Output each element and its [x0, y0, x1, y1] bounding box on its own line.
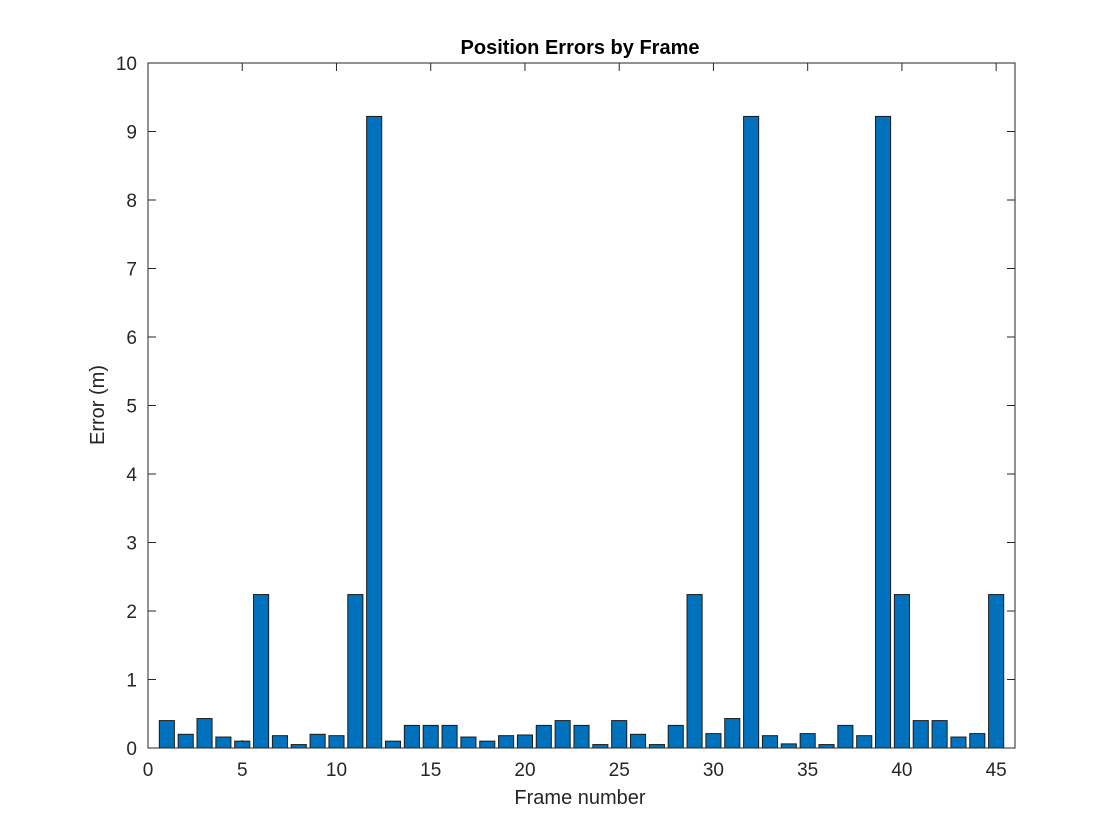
bar-frame-18 [479, 740, 496, 749]
bar-frame-39 [875, 115, 892, 749]
bar-frame-29 [686, 594, 703, 749]
bar-frame-41 [912, 720, 929, 749]
x-tick-label: 5 [237, 760, 248, 781]
x-tick-label: 30 [703, 760, 724, 781]
y-axis-label: Error (m) [87, 365, 109, 445]
y-tick-label: 8 [126, 191, 137, 212]
bar-frame-22 [554, 720, 571, 749]
bar-frame-23 [573, 724, 590, 749]
bar-frame-17 [460, 736, 477, 749]
bar-frame-38 [856, 735, 873, 749]
bar-frame-10 [328, 735, 345, 749]
bar-frame-45 [988, 594, 1005, 749]
bar-frame-8 [290, 744, 307, 749]
bar-frame-32 [743, 115, 760, 749]
bar-frame-2 [177, 733, 194, 749]
x-tick-label: 40 [891, 760, 912, 781]
bar-frame-24 [592, 744, 609, 749]
y-tick-label: 0 [126, 739, 137, 760]
bar-frame-25 [611, 720, 628, 749]
bars-group [158, 115, 1005, 749]
bar-frame-31 [724, 718, 741, 749]
bar-frame-7 [271, 735, 288, 749]
x-tick-label: 20 [514, 760, 535, 781]
y-tick-label: 7 [126, 260, 137, 281]
y-tick-label: 3 [126, 534, 137, 555]
x-tick-label: 25 [609, 760, 630, 781]
x-axis-label: Frame number [514, 787, 645, 809]
bar-frame-44 [969, 733, 986, 749]
bar-frame-1 [158, 720, 175, 749]
bar-frame-43 [950, 736, 967, 749]
x-axis-ticks: 0 5 10 15 20 25 30 35 40 45 [143, 63, 1007, 781]
bar-frame-21 [535, 724, 552, 749]
y-tick-label: 2 [126, 602, 137, 623]
bar-frame-19 [498, 735, 515, 749]
x-tick-label: 0 [143, 760, 154, 781]
y-tick-label: 4 [126, 465, 137, 486]
bar-frame-33 [761, 735, 779, 749]
bar-frame-26 [630, 733, 647, 749]
bar-frame-30 [705, 733, 722, 749]
y-axis-ticks: 0 1 2 3 4 5 6 7 8 9 10 [116, 54, 1015, 760]
y-tick-label: 1 [126, 671, 137, 692]
plot-area-box [147, 62, 1016, 749]
x-tick-label: 15 [420, 760, 441, 781]
bar-frame-14 [403, 724, 420, 749]
bar-frame-27 [648, 744, 665, 749]
bar-frame-42 [931, 720, 948, 749]
bar-frame-34 [780, 743, 797, 749]
bar-frame-36 [818, 744, 835, 749]
x-tick-label: 10 [326, 760, 347, 781]
bar-frame-15 [422, 724, 439, 749]
x-tick-label: 35 [797, 760, 818, 781]
y-tick-label: 6 [126, 328, 137, 349]
bar-frame-35 [799, 733, 816, 749]
y-tick-label: 5 [126, 397, 137, 418]
bar-frame-6 [253, 594, 270, 749]
bar-frame-28 [667, 724, 684, 749]
bar-frame-13 [384, 740, 402, 749]
bar-frame-4 [215, 736, 232, 749]
bar-frame-20 [516, 734, 533, 749]
bar-frame-40 [893, 594, 910, 749]
bar-frame-16 [441, 724, 458, 749]
bar-frame-11 [347, 594, 364, 749]
bar-frame-12 [366, 115, 383, 749]
bar-frame-3 [196, 718, 213, 749]
bar-frame-9 [309, 733, 326, 749]
chart-title: Position Errors by Frame [461, 37, 700, 59]
bar-frame-37 [837, 724, 854, 749]
x-tick-label: 45 [986, 760, 1007, 781]
y-tick-label: 9 [126, 123, 137, 144]
y-tick-label: 10 [116, 54, 137, 75]
bar-frame-5 [234, 740, 251, 749]
